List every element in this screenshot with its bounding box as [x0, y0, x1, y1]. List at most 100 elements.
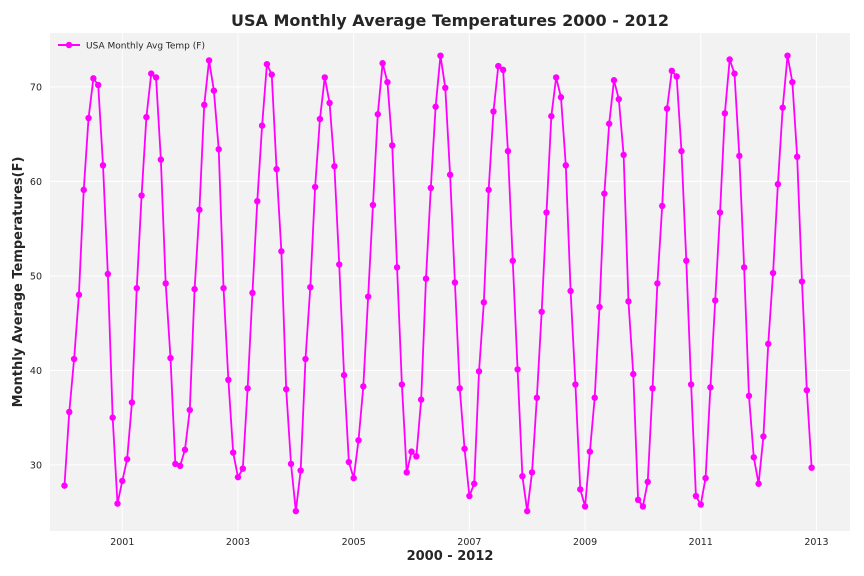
y-tick-label: 70	[30, 82, 42, 93]
legend-marker	[65, 41, 73, 49]
data-point	[552, 74, 560, 81]
data-point	[384, 78, 391, 86]
data-point	[668, 67, 676, 75]
data-point	[413, 453, 420, 460]
data-point	[461, 445, 468, 452]
data-point	[490, 108, 497, 115]
data-point	[66, 408, 73, 416]
data-point	[287, 460, 295, 468]
data-point	[152, 74, 160, 81]
data-point	[702, 474, 709, 482]
data-point	[731, 70, 738, 77]
data-point	[263, 60, 271, 68]
data-point	[254, 198, 261, 205]
data-point	[446, 171, 454, 178]
y-tick-label: 30	[30, 460, 42, 471]
data-point	[514, 366, 521, 373]
data-point	[784, 52, 791, 59]
data-point	[663, 105, 671, 112]
data-point	[123, 455, 131, 463]
data-point	[403, 469, 410, 476]
data-point	[369, 201, 377, 209]
data-point	[99, 162, 107, 169]
data-point	[215, 146, 222, 153]
data-point	[336, 261, 343, 268]
data-point	[697, 501, 704, 508]
data-point	[316, 115, 324, 123]
data-point	[567, 287, 574, 295]
data-point	[408, 448, 415, 455]
data-point	[114, 500, 121, 507]
x-tick-label: 2007	[457, 537, 481, 548]
data-point	[519, 472, 526, 480]
data-point	[432, 103, 439, 110]
data-point	[292, 507, 300, 515]
data-point	[499, 66, 507, 74]
data-point	[745, 392, 753, 400]
data-point	[229, 449, 237, 456]
data-point	[167, 354, 174, 362]
data-point	[712, 297, 719, 304]
data-point	[273, 165, 280, 173]
data-point	[331, 163, 338, 170]
data-point	[760, 433, 767, 440]
data-point	[148, 70, 155, 77]
data-point	[181, 446, 189, 453]
data-point	[740, 264, 748, 271]
data-point	[533, 394, 541, 401]
y-axis-label: Monthly Average Temperatures(F)	[11, 157, 26, 408]
data-point	[437, 52, 444, 59]
data-point	[798, 278, 806, 285]
data-point	[649, 385, 656, 392]
data-point	[557, 94, 565, 101]
data-point	[220, 284, 227, 292]
x-tick-label: 2003	[226, 537, 250, 548]
data-point	[128, 399, 136, 406]
y-tick-label: 50	[30, 271, 42, 282]
data-point	[326, 99, 333, 107]
x-tick-label: 2011	[689, 537, 713, 548]
data-point	[225, 376, 232, 383]
data-point	[350, 474, 357, 482]
data-point	[393, 264, 401, 271]
data-point	[442, 84, 449, 92]
data-point	[586, 448, 594, 455]
x-axis-label: 2000 - 2012	[407, 549, 494, 564]
x-tick-label: 2013	[804, 537, 828, 548]
data-point	[75, 291, 83, 298]
data-point	[634, 496, 642, 504]
data-point	[80, 186, 87, 194]
data-point	[422, 275, 430, 282]
data-point	[85, 114, 92, 122]
data-point	[509, 257, 516, 264]
data-point	[268, 71, 275, 78]
data-point	[239, 465, 247, 472]
data-point	[249, 289, 256, 297]
data-point	[186, 406, 193, 414]
data-point	[90, 75, 97, 82]
data-point	[639, 503, 647, 510]
data-point	[451, 279, 459, 286]
data-point	[475, 368, 483, 375]
data-point	[196, 206, 203, 213]
data-point	[615, 95, 623, 103]
data-point	[466, 492, 473, 500]
data-point	[355, 437, 362, 444]
series-line	[63, 54, 813, 513]
data-point	[692, 492, 700, 500]
data-point	[591, 394, 598, 401]
data-point	[398, 381, 406, 388]
y-tick-labels: 30 40 50 60 70	[30, 82, 42, 471]
data-point	[625, 298, 632, 305]
data-point	[104, 270, 112, 278]
data-point	[620, 151, 627, 159]
data-point	[157, 156, 165, 163]
data-point	[244, 385, 251, 392]
data-point	[755, 480, 762, 487]
legend-label: USA Monthly Avg Temp (F)	[86, 42, 205, 52]
data-point	[471, 480, 478, 487]
data-point	[644, 478, 651, 486]
data-point	[427, 184, 435, 192]
data-point	[456, 385, 463, 392]
